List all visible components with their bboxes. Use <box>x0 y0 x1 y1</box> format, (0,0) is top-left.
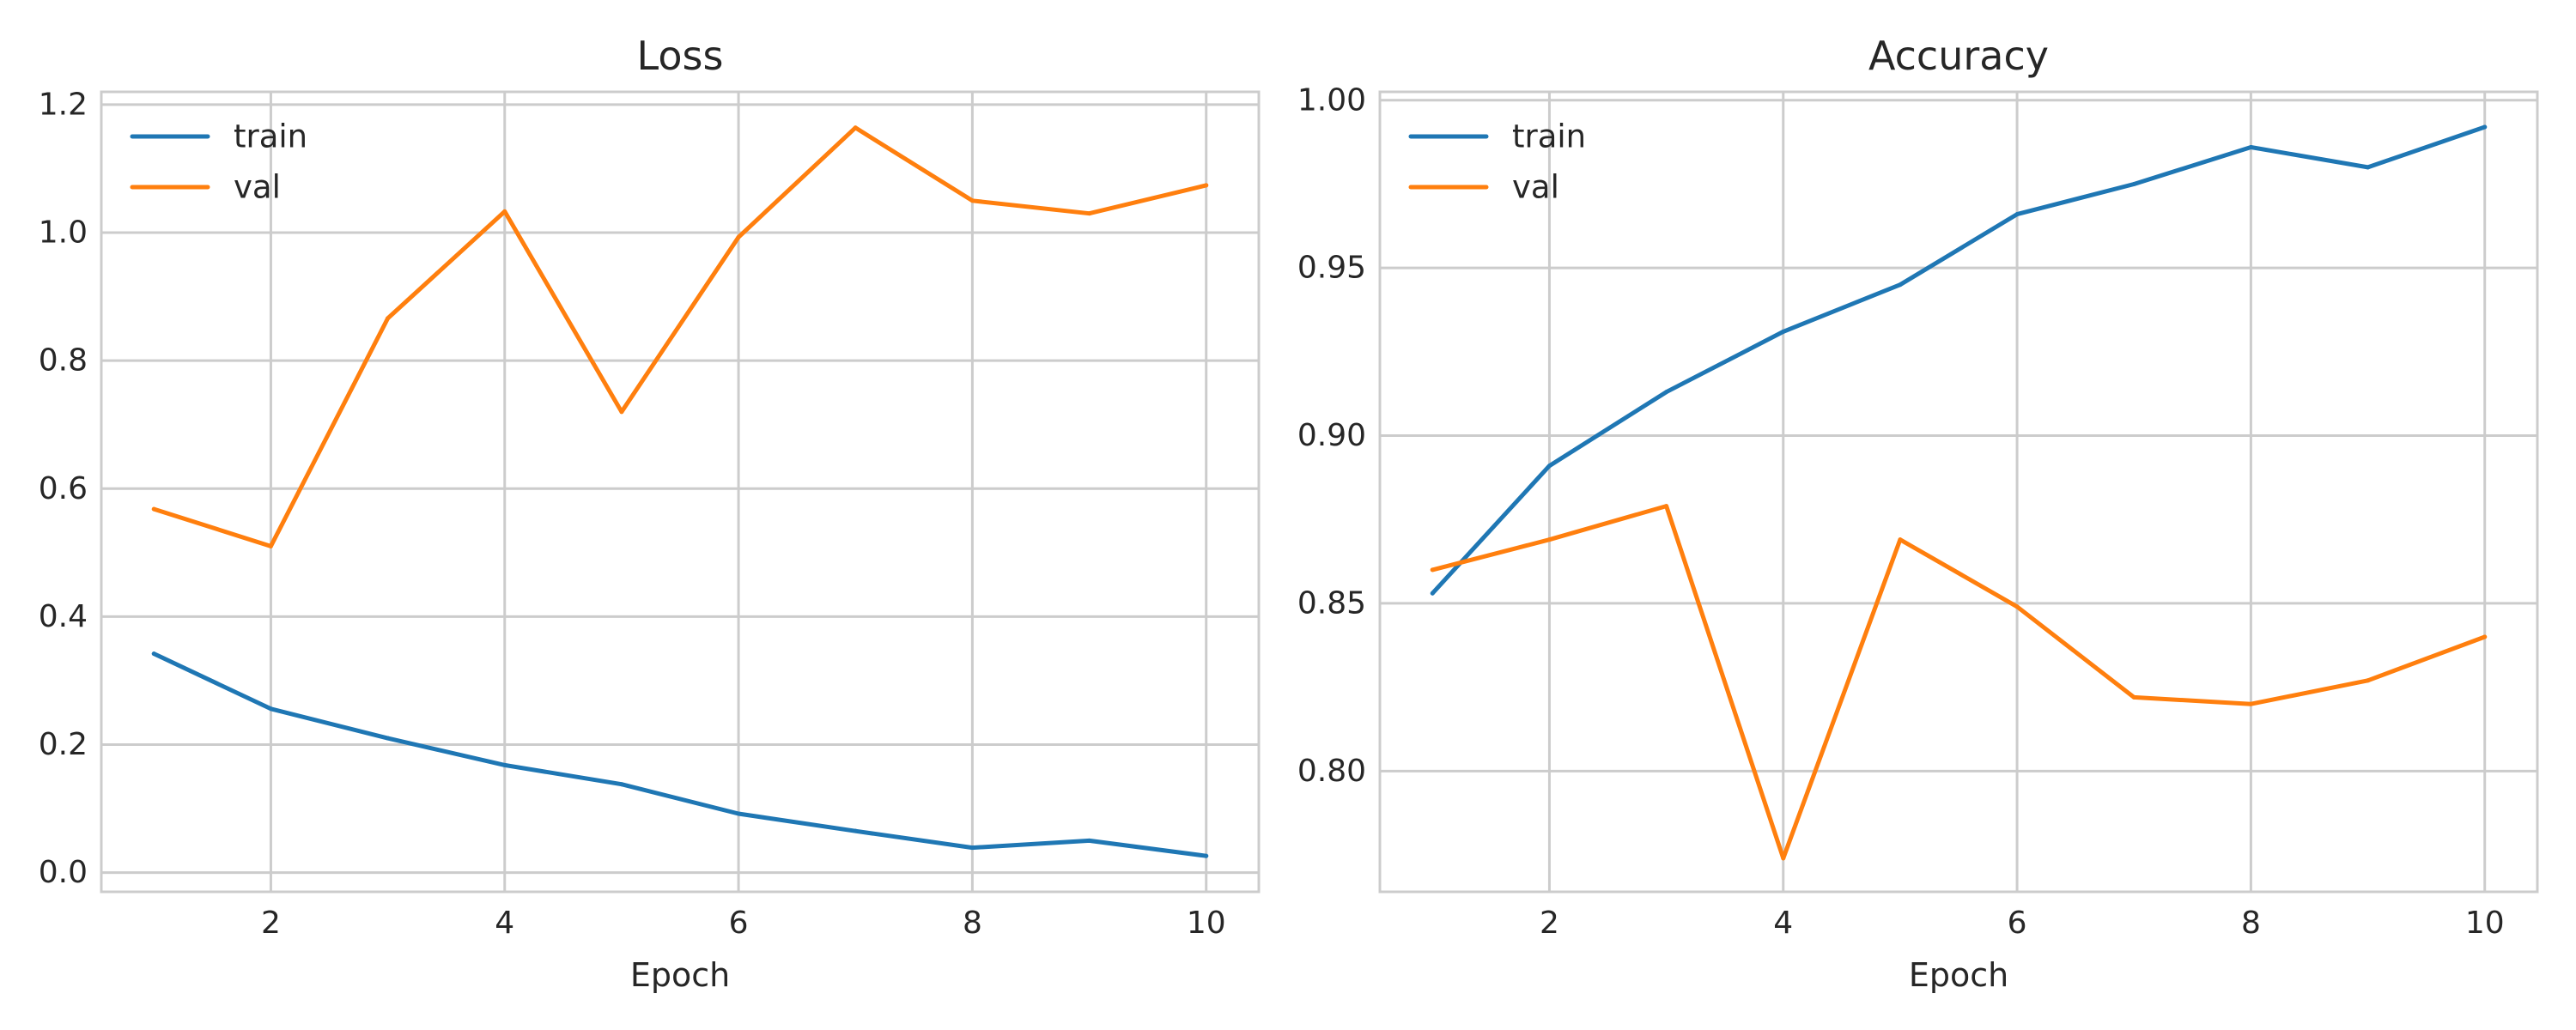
legend-label: train <box>1512 118 1586 155</box>
train-data-point <box>1546 464 1552 469</box>
y-tick-label: 0.90 <box>1297 418 1366 453</box>
y-tick-label: 0.85 <box>1297 585 1366 621</box>
train-data-point <box>2366 165 2371 170</box>
val-data-point <box>2366 678 2371 683</box>
val-data-point <box>1430 567 1435 573</box>
x-axis-label: Epoch <box>1909 956 2008 994</box>
train-data-point <box>1781 329 1786 334</box>
axes-frame <box>100 90 1261 894</box>
train-data-point <box>2131 181 2136 186</box>
y-tick-label: 0.0 <box>39 855 88 890</box>
x-tick-label: 10 <box>2465 906 2505 941</box>
accuracy-chart: 0.80 0.85 0.90 0.95 1.00 2 4 6 8 10 Accuracy Epoch t… <box>1297 33 2539 994</box>
val-data-point <box>1087 211 1092 216</box>
legend-label: train <box>234 118 307 155</box>
val-data-point <box>2482 634 2488 639</box>
train-data-point <box>1087 838 1092 843</box>
y-tick-label: 0.80 <box>1297 754 1366 789</box>
val-data-point <box>1664 504 1669 509</box>
train-data-point <box>853 828 858 833</box>
train-data-point <box>1204 853 1209 858</box>
train-data-point <box>2248 144 2253 149</box>
val-series-line <box>1430 504 2488 861</box>
legend: train val <box>130 118 307 206</box>
y-tick-label: 0.6 <box>39 471 88 506</box>
x-axis-label: Epoch <box>630 956 730 994</box>
val-data-point <box>1204 183 1209 188</box>
x-tick-label: 4 <box>495 906 514 941</box>
y-tick-label: 0.2 <box>39 727 88 762</box>
train-data-point <box>2014 212 2020 217</box>
train-data-point <box>1430 591 1435 596</box>
val-data-point <box>1781 856 1786 861</box>
x-tick-label: 2 <box>261 906 281 941</box>
train-data-point <box>1664 390 1669 395</box>
chart-title: Loss <box>637 33 724 79</box>
y-tick-label: 1.00 <box>1297 82 1366 118</box>
y-tick-label: 0.8 <box>39 343 88 379</box>
chart-title: Accuracy <box>1868 33 2049 79</box>
val-data-point <box>736 234 741 239</box>
train-data-point <box>268 706 273 712</box>
train-data-point <box>502 762 507 767</box>
x-tick-label: 8 <box>2241 906 2261 941</box>
val-data-point <box>853 125 858 130</box>
y-tick-label: 0.95 <box>1297 251 1366 286</box>
x-tick-label: 4 <box>1773 906 1793 941</box>
x-tick-label: 6 <box>2008 906 2027 941</box>
loss-chart: 0.0 0.2 0.4 0.6 0.8 1.0 1.2 2 4 6 8 10 Loss Epoch trai… <box>39 33 1261 994</box>
x-tick-label: 8 <box>963 906 982 941</box>
val-data-point <box>619 409 624 415</box>
legend-label: val <box>234 169 281 206</box>
train-data-point <box>2482 124 2488 130</box>
val-data-point <box>2248 701 2253 706</box>
val-series-line <box>151 125 1209 548</box>
train-series-line <box>1430 124 2488 596</box>
train-data-point <box>736 811 741 816</box>
legend: train val <box>1408 118 1586 206</box>
val-data-point <box>151 506 156 512</box>
train-data-point <box>1898 282 1903 288</box>
x-tick-label: 10 <box>1187 906 1226 941</box>
x-tick-label: 6 <box>729 906 749 941</box>
val-data-point <box>1546 537 1552 542</box>
val-data-point <box>2131 694 2136 700</box>
train-data-point <box>619 782 624 787</box>
val-data-point <box>2014 604 2020 609</box>
val-data-point <box>386 316 391 321</box>
legend-label: val <box>1512 169 1559 206</box>
train-series-line <box>151 651 1209 858</box>
x-tick-label: 2 <box>1540 906 1559 941</box>
axes-frame <box>1378 90 2539 894</box>
val-data-point <box>502 209 507 214</box>
val-data-point <box>969 198 975 203</box>
y-tick-label: 1.0 <box>39 215 88 251</box>
train-data-point <box>386 736 391 741</box>
val-data-point <box>1898 537 1903 542</box>
train-data-point <box>151 651 156 657</box>
train-data-point <box>969 845 975 851</box>
y-tick-label: 0.4 <box>39 599 88 634</box>
val-data-point <box>268 543 273 548</box>
y-tick-label: 1.2 <box>39 87 88 122</box>
